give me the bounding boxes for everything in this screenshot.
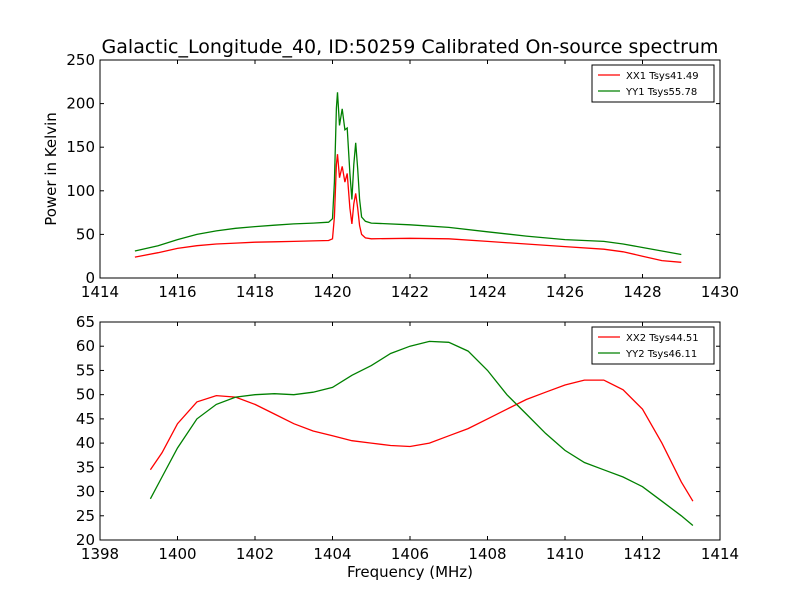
x-tick-label: 1426 [546, 283, 584, 301]
y-tick-label: 50 [76, 386, 95, 404]
y-tick-label: 60 [76, 337, 95, 355]
chart-title: Galactic_Longitude_40, ID:50259 Calibrat… [102, 36, 719, 58]
y-axis-label: Power in Kelvin [42, 112, 60, 226]
x-tick-label: 1412 [623, 545, 661, 563]
x-tick-label: 1400 [158, 545, 196, 563]
x-tick-label: 1402 [236, 545, 274, 563]
x-tick-label: 1406 [391, 545, 429, 563]
y-tick-label: 35 [76, 458, 95, 476]
legend-entry: XX1 Tsys41.49 [626, 71, 699, 82]
x-tick-label: 1416 [158, 283, 196, 301]
y-tick-label: 65 [76, 313, 95, 331]
y-tick-label: 45 [76, 410, 95, 428]
x-tick-label: 1398 [81, 545, 119, 563]
y-tick-label: 55 [76, 361, 95, 379]
y-tick-label: 40 [76, 434, 95, 452]
y-tick-label: 25 [76, 507, 95, 525]
x-tick-label: 1414 [81, 283, 119, 301]
y-tick-label: 200 [66, 95, 95, 113]
x-tick-label: 1424 [468, 283, 506, 301]
legend: XX2 Tsys44.51 YY2 Tsys46.11 [591, 326, 715, 365]
legend-entry: YY1 Tsys55.78 [625, 87, 697, 98]
legend-box [591, 326, 715, 365]
legend: XX1 Tsys41.49 YY1 Tsys55.78 [591, 64, 715, 103]
legend-box [591, 64, 715, 103]
y-tick-label: 50 [76, 225, 95, 243]
y-tick-label: 250 [66, 51, 95, 69]
x-tick-label: 1428 [623, 283, 661, 301]
x-axis-label: Frequency (MHz) [347, 563, 473, 581]
x-tick-label: 1414 [701, 545, 739, 563]
y-tick-label: 30 [76, 483, 95, 501]
x-tick-label: 1420 [313, 283, 351, 301]
x-tick-label: 1430 [701, 283, 739, 301]
bottom-spectrum-panel: 1398 1400 1402 1404 1406 1408 1410 1412 1414 20 25… [76, 313, 739, 581]
series-line-yy [149, 340, 694, 526]
x-tick-label: 1404 [313, 545, 351, 563]
y-tick-label: 20 [76, 531, 95, 549]
x-tick-label: 1408 [468, 545, 506, 563]
series-line-xx [134, 154, 682, 263]
legend-entry: XX2 Tsys44.51 [626, 333, 699, 344]
y-tick-label: 150 [66, 138, 95, 156]
legend-entry: YY2 Tsys46.11 [625, 349, 697, 360]
series-line-xx [149, 379, 694, 502]
x-tick-label: 1410 [546, 545, 584, 563]
x-tick-label: 1418 [236, 283, 274, 301]
series-line-yy [134, 92, 682, 256]
x-tick-label: 1422 [391, 283, 429, 301]
top-spectrum-panel: 1414 1416 1418 1420 1422 1424 1426 1428 1430 0 50 1… [42, 51, 739, 301]
y-tick-label: 0 [85, 269, 95, 287]
y-tick-label: 100 [66, 182, 95, 200]
